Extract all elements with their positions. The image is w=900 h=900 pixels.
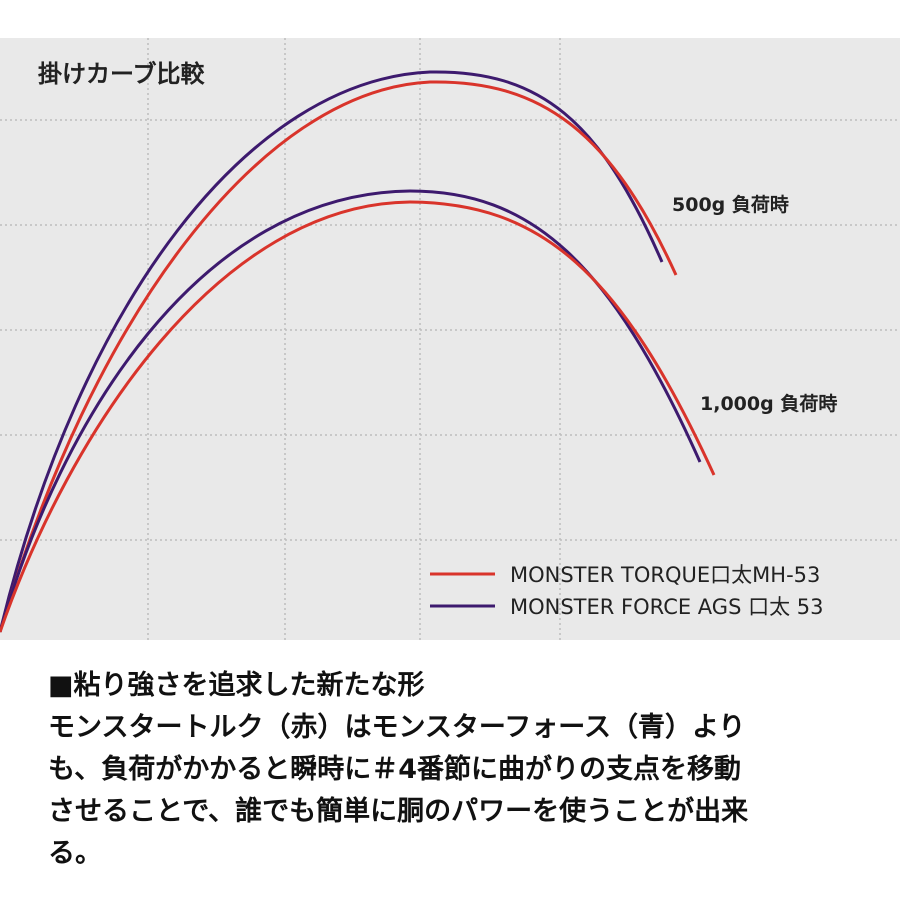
curve-force-500g [0, 70, 664, 633]
description-line: る。 [48, 838, 102, 869]
chart-background [0, 38, 900, 640]
load-label: 1,000g 負荷時 [700, 392, 837, 415]
legend-entry: MONSTER TORQUE口太MH-53 [510, 563, 820, 587]
description-line: モンスタートルク（赤）はモンスターフォース（青）より [48, 712, 745, 743]
curve-torque-1000g [0, 200, 716, 633]
chart-title: 掛けカーブ比較 [38, 60, 206, 88]
description-line: させることで、誰でも簡単に胴のパワーを使うことが出来 [48, 795, 748, 827]
legend-entry: MONSTER FORCE AGS 口太 53 [510, 595, 823, 619]
description-line: も、負荷がかかると瞬時に＃4番節に曲がりの支点を移動 [48, 753, 741, 785]
curves [0, 70, 716, 633]
curve-torque-500g [0, 80, 678, 633]
load-label: 500g 負荷時 [672, 193, 789, 216]
description-heading: ■粘り強さを追求した新たな形 [48, 669, 425, 701]
